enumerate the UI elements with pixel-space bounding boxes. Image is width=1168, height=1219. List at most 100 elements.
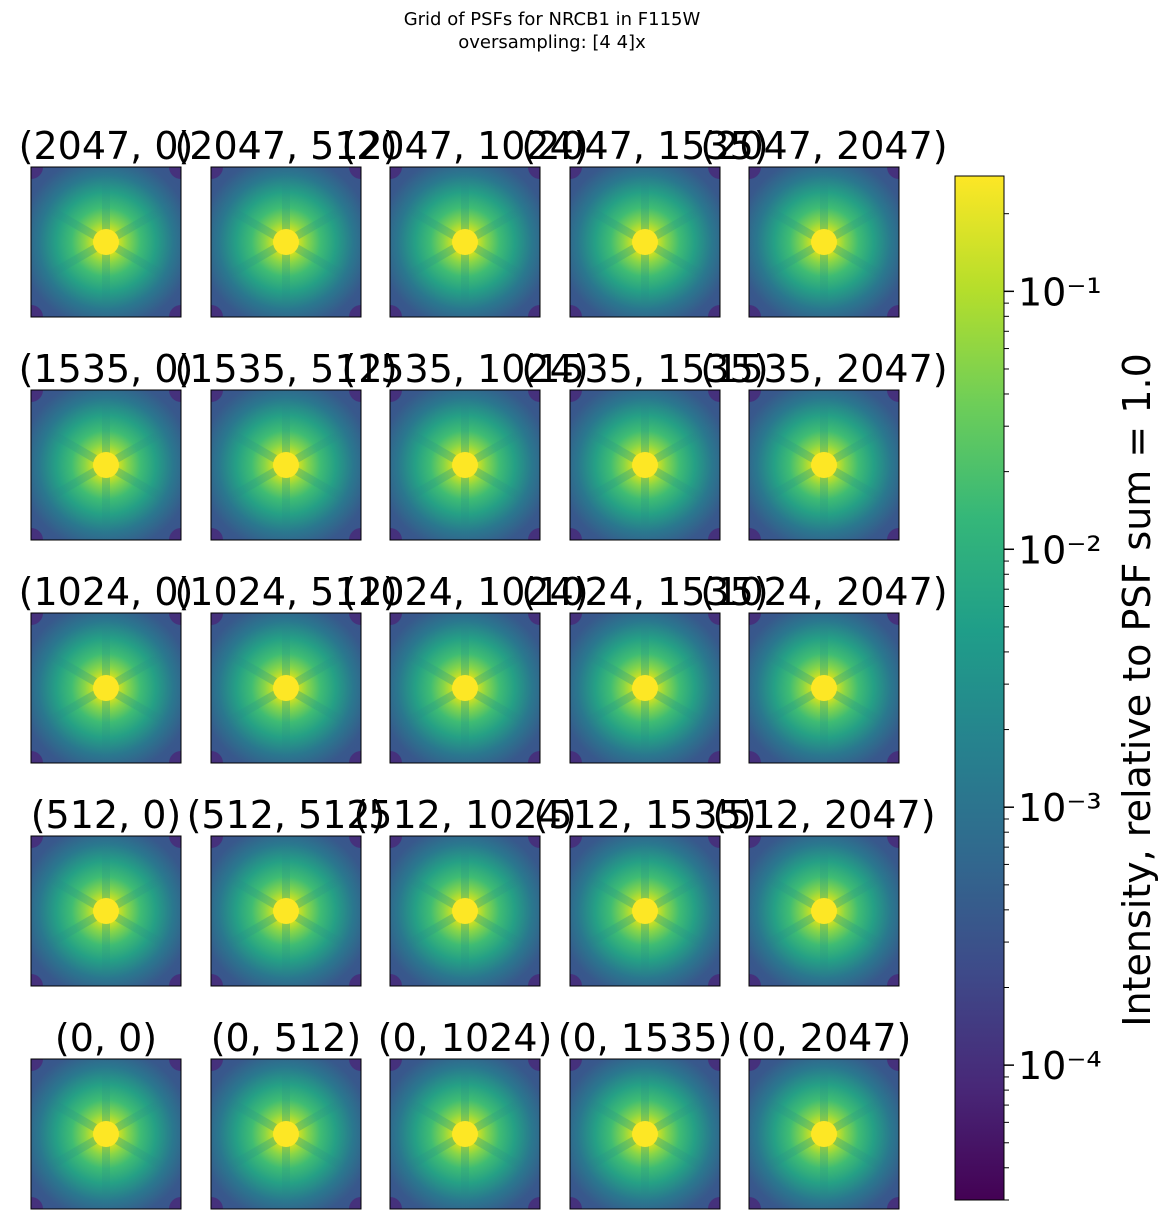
psf-panel-frame [748,612,900,764]
psf-core [93,675,119,701]
colorbar-tick-label: 10⁻¹ [1018,270,1102,314]
psf-panel: (1535, 0) [19,347,194,541]
colorbar: 10⁻¹ 10⁻² 10⁻³ 10⁻⁴ Intensity, relative to … [954,175,1159,1201]
psf-panel-frame [30,389,182,541]
psf-panel-frame [748,389,900,541]
psf-panel-title: (1535, 1535) [521,347,768,391]
psf-panel-title: (1024, 1024) [341,570,588,614]
psf-core [93,229,119,255]
psf-panel: (2047, 512) [174,124,398,318]
psf-core [632,452,658,478]
psf-panel-frame [569,1058,721,1210]
psf-panel-title: (0, 0) [55,1016,157,1060]
colorbar-gradient [954,175,1005,1201]
psf-core [93,452,119,478]
psf-panel: (512, 1024) [353,793,577,987]
psf-panel: (1535, 1535) [521,347,769,541]
psf-panel-frame [569,389,721,541]
psf-core [273,229,299,255]
psf-core [811,229,837,255]
psf-panel: (0, 2047) [737,1016,912,1210]
psf-panel: (0, 512) [210,1016,362,1210]
psf-panel-frame [569,835,721,987]
psf-panel-frame [748,835,900,987]
psf-core [632,898,658,924]
psf-core [452,452,478,478]
colorbar-label: Intensity, relative to PSF sum = 1.0 [1115,353,1159,1027]
psf-core [811,1121,837,1147]
psf-panel-title: (2047, 1535) [521,124,768,168]
colorbar-ticks: 10⁻¹ 10⁻² 10⁻³ 10⁻⁴ [1004,213,1102,1201]
psf-panel-title: (2047, 1024) [341,124,588,168]
psf-panel-title: (512, 2047) [712,793,935,837]
psf-panel-title: (512, 1024) [353,793,576,837]
psf-panel: (2047, 1535) [521,124,769,318]
psf-panel: (1024, 0) [19,570,194,764]
psf-panel-frame [748,166,900,318]
psf-panel-title: (0, 1024) [378,1016,553,1060]
psf-panel-title: (1535, 1024) [341,347,588,391]
psf-panel-frame [30,612,182,764]
psf-panel: (1535, 512) [174,347,398,541]
psf-core [811,452,837,478]
psf-panel: (1535, 1024) [341,347,589,541]
psf-panel: (1024, 1535) [521,570,769,764]
psf-core [452,675,478,701]
psf-core [273,898,299,924]
figure-title: Grid of PSFs for NRCB1 in F115W [404,9,701,30]
colorbar-tick-label: 10⁻³ [1018,786,1102,830]
psf-panel: (1024, 2047) [700,570,948,764]
psf-core [632,675,658,701]
psf-core [452,1121,478,1147]
psf-panel-frame [389,389,541,541]
psf-panel: (1535, 2047) [700,347,948,541]
psf-panel-frame [210,166,362,318]
psf-core [632,1121,658,1147]
psf-panel: (1024, 512) [174,570,398,764]
psf-panel-frame [210,389,362,541]
psf-core [811,675,837,701]
psf-panel-frame [389,1058,541,1210]
psf-panel-frame [389,166,541,318]
psf-panel-frame [389,835,541,987]
psf-core [93,1121,119,1147]
psf-core [452,898,478,924]
psf-panel: (512, 512) [187,793,386,987]
psf-panels: (2047, 0)(2047, 512)(2047, 1024)(2047, 1… [19,124,948,1210]
psf-panel-title: (512, 1535) [533,793,756,837]
psf-panel-title: (1024, 512) [174,570,397,614]
psf-panel-title: (1535, 2047) [700,347,947,391]
psf-panel-title: (512, 512) [187,793,386,837]
psf-panel-frame [30,166,182,318]
psf-core [452,229,478,255]
psf-panel-title: (1024, 2047) [700,570,947,614]
colorbar-tick-label: 10⁻² [1018,528,1102,572]
psf-core [273,675,299,701]
psf-panel-title: (512, 0) [31,793,182,837]
psf-core [273,452,299,478]
psf-panel: (0, 1024) [378,1016,553,1210]
psf-panel-title: (0, 2047) [737,1016,912,1060]
psf-panel-frame [210,1058,362,1210]
psf-panel-frame [569,166,721,318]
psf-panel-title: (1024, 1535) [521,570,768,614]
psf-panel: (0, 0) [30,1016,182,1210]
psf-panel: (2047, 2047) [700,124,948,318]
psf-panel-frame [569,612,721,764]
psf-panel-title: (1535, 0) [19,347,194,391]
psf-core [273,1121,299,1147]
psf-core [632,229,658,255]
figure-subtitle: oversampling: [4 4]x [458,32,646,53]
psf-panel: (2047, 0) [19,124,194,318]
psf-panel: (512, 1535) [533,793,757,987]
psf-panel-frame [30,1058,182,1210]
psf-panel-title: (1024, 0) [19,570,194,614]
psf-panel-title: (0, 1535) [558,1016,733,1060]
psf-panel: (0, 1535) [558,1016,733,1210]
psf-panel: (512, 2047) [712,793,936,987]
psf-panel-frame [210,612,362,764]
psf-panel-title: (1535, 512) [174,347,397,391]
psf-panel-title: (2047, 0) [19,124,194,168]
psf-panel-frame [748,1058,900,1210]
